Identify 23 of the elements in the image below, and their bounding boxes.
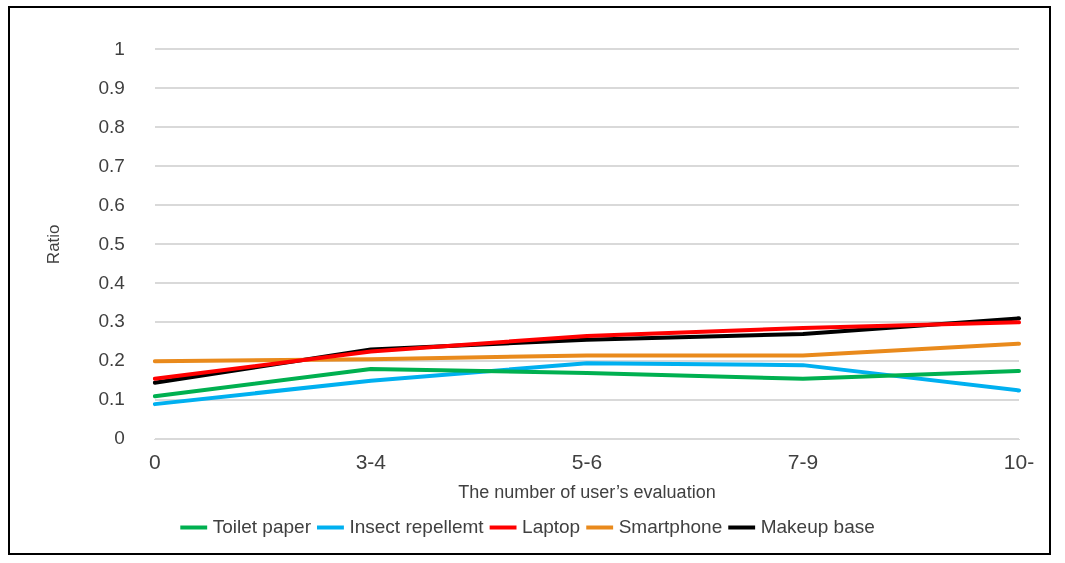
legend-label: Insect repellemt [349,515,485,537]
y-tick-label: 1 [114,37,125,59]
x-tick-label: 0 [148,449,161,473]
y-tick-label: 0.5 [98,232,125,254]
y-tick-label: 0.4 [98,271,126,293]
y-tick-label: 0.8 [98,115,125,137]
legend-label: Laptop [522,515,581,537]
legend-label: Toilet paper [212,515,312,537]
y-axis-title: Ratio [43,224,63,265]
legend-label: Smartphone [618,515,723,537]
y-tick-label: 0.9 [98,76,125,98]
y-tick-label: 0.2 [98,349,125,371]
y-tick-label: 0.3 [98,310,125,332]
legend-label: Makeup base [760,515,875,537]
x-tick-label: 5-6 [571,449,603,473]
x-tick-label: 7-9 [787,449,819,473]
y-tick-label: 0.1 [98,388,125,410]
y-tick-label: 0.7 [98,154,125,176]
y-tick-label: 0.6 [98,193,125,215]
x-axis-title: The number of user’s evaluation [458,482,716,503]
x-tick-label: 10- [1003,449,1035,473]
y-tick-label: 0 [114,427,125,449]
x-tick-label: 3-4 [355,449,387,473]
